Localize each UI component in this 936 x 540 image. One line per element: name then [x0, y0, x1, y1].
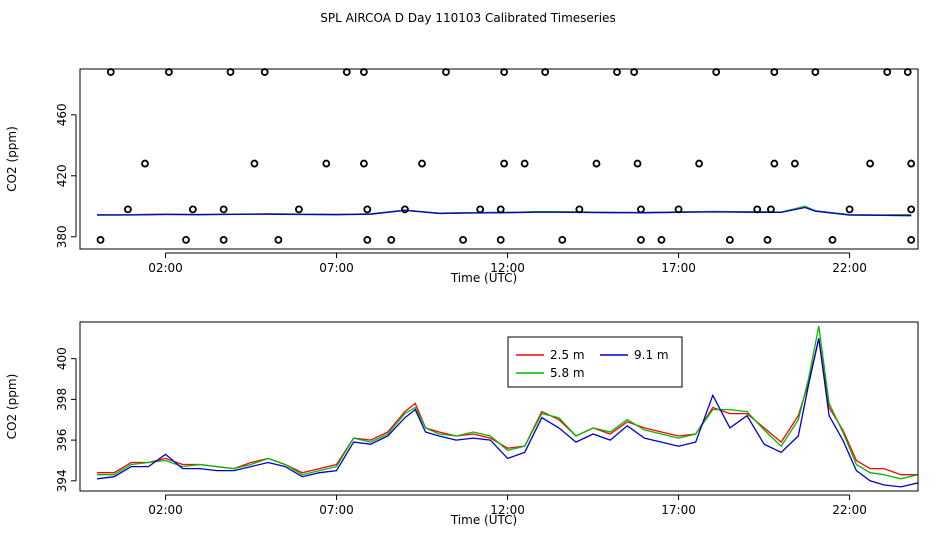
data-point: [753, 205, 762, 214]
y-tick-label: 396: [55, 429, 69, 452]
data-point: [845, 205, 854, 214]
y-tick-label: 394: [55, 469, 69, 492]
panel-bottom-chart: 02:00 07:00 12:00 17:00 22:00 394 396 398 400 T…: [5, 321, 919, 527]
data-point: [712, 68, 721, 76]
data-point: [828, 235, 837, 244]
x-axis-label: Time (UTC): [450, 513, 517, 527]
panel-top-chart: 02:00 07:00 12:00 17:00 22:00 380 420 460 Time…: [5, 68, 919, 285]
data-point: [907, 235, 916, 244]
series-line-5-8-m: [97, 325, 918, 480]
y-tick-label: 420: [55, 164, 69, 187]
series-line-2: [97, 206, 912, 217]
data-point: [790, 159, 799, 168]
plot-frame: [79, 321, 919, 492]
plot-frame: [79, 68, 919, 250]
series-line-9-1-m: [97, 338, 918, 488]
data-point: [695, 159, 703, 168]
data-point: [96, 235, 105, 244]
data-point: [219, 235, 228, 244]
data-point: [558, 235, 567, 244]
x-tick-label: 12:00: [490, 503, 525, 517]
legend-label: 9.1 m: [634, 348, 669, 362]
data-point: [770, 159, 779, 168]
data-point: [322, 159, 331, 168]
data-point: [630, 68, 639, 76]
data-point: [418, 159, 426, 168]
data-point: [106, 68, 115, 76]
data-point: [442, 68, 450, 76]
data-point: [359, 68, 368, 76]
data-point: [496, 235, 505, 244]
data-point: [387, 235, 396, 244]
legend: 2.5 m 5.8 m 9.1 m: [507, 336, 683, 388]
x-tick-label: 02:00: [148, 503, 183, 517]
data-point: [592, 159, 601, 168]
data-point: [363, 205, 372, 214]
x-tick-label: 22:00: [832, 261, 867, 275]
data-point: [637, 235, 645, 244]
data-point: [295, 205, 303, 214]
x-tick-label: 17:00: [661, 261, 696, 275]
y-axis-label: CO2 (ppm): [5, 374, 19, 440]
data-point: [123, 205, 132, 214]
data-point: [500, 68, 509, 76]
data-point: [401, 205, 409, 214]
data-point: [866, 159, 875, 168]
x-tick-label: 07:00: [319, 261, 354, 275]
data-point: [613, 68, 621, 76]
data-point: [165, 68, 173, 76]
data-point: [188, 205, 197, 214]
y-tick-label: 398: [55, 388, 69, 411]
data-point: [725, 235, 734, 244]
legend-label: 5.8 m: [550, 366, 585, 380]
data-point: [811, 68, 820, 76]
x-axis-label: Time (UTC): [450, 271, 517, 285]
x-tick-label: 17:00: [661, 503, 696, 517]
x-tick-label: 02:00: [148, 261, 183, 275]
y-tick-label: 460: [55, 103, 69, 126]
data-point: [770, 68, 779, 76]
data-point: [657, 235, 666, 244]
data-point: [541, 68, 550, 76]
data-point: [260, 68, 269, 76]
data-point: [476, 205, 485, 214]
figure-title: SPL AIRCOA D Day 110103 Calibrated Times…: [320, 11, 615, 25]
data-point: [763, 235, 772, 244]
data-point: [883, 68, 892, 76]
data-point: [575, 205, 584, 214]
data-point: [520, 159, 529, 168]
y-axis-label: CO2 (ppm): [5, 126, 19, 192]
data-point: [633, 159, 642, 168]
data-point: [250, 159, 259, 168]
y-tick-label: 400: [55, 347, 69, 370]
data-point: [767, 205, 775, 214]
data-point: [141, 159, 149, 168]
data-point: [637, 205, 645, 214]
data-point: [907, 159, 916, 168]
data-point: [496, 205, 505, 214]
data-point: [274, 235, 283, 244]
data-point: [342, 68, 351, 76]
data-point: [182, 235, 190, 244]
data-point: [359, 159, 368, 168]
legend-label: 2.5 m: [550, 348, 585, 362]
x-tick-label: 07:00: [319, 503, 354, 517]
data-point: [363, 235, 372, 244]
data-point: [226, 68, 235, 76]
x-tick-label: 22:00: [832, 503, 867, 517]
y-tick-label: 380: [55, 225, 69, 248]
data-point: [674, 205, 683, 214]
legend-box: [507, 336, 683, 388]
data-point: [219, 205, 228, 214]
data-point: [907, 205, 916, 214]
data-point: [903, 68, 912, 76]
data-point: [459, 235, 467, 244]
x-tick-label: 12:00: [490, 261, 525, 275]
data-point: [500, 159, 509, 168]
